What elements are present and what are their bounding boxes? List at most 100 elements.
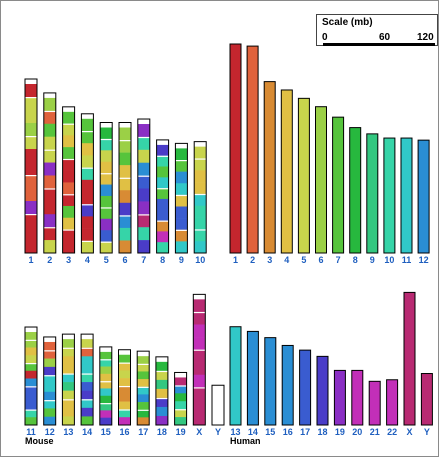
mouse-chromosome-18-gap [155, 397, 168, 400]
mouse-chromosome-6-band [119, 227, 131, 241]
mouse-label-10: 10 [195, 255, 205, 265]
mouse-chromosome-11-band [25, 355, 37, 364]
mouse-chromosome-18-band [155, 388, 168, 399]
mouse-chromosome-12-band [43, 383, 56, 393]
mouse-chromosome-19-band [174, 401, 187, 410]
mouse-chromosome-16-cap [118, 349, 131, 355]
human-label-14: 14 [248, 427, 258, 437]
mouse-chromosome-8-band [156, 155, 169, 167]
mouse-chromosome-13-band [62, 373, 75, 383]
mouse-chromosome-15-gap [99, 403, 112, 405]
human-label-6: 6 [318, 255, 323, 265]
human-chromosome-22 [386, 379, 399, 426]
mouse-chromosome-11 [24, 326, 38, 426]
mouse-chromosome-4-band [81, 167, 94, 181]
mouse-chromosome-14-band [81, 339, 94, 349]
mouse-chromosome-4-cap [81, 113, 94, 119]
mouse-label-12: 12 [45, 427, 55, 437]
mouse-chromosome-19-gap [174, 385, 187, 387]
human-chromosome-Y [420, 373, 433, 426]
human-label-8: 8 [353, 255, 358, 265]
mouse-chromosome-10-band [194, 158, 207, 171]
mouse-chromosome-13-cap [62, 334, 75, 340]
mouse-chromosome-9-band [175, 160, 188, 172]
mouse-chromosome-1-gap [25, 214, 37, 216]
mouse-chromosome-15-band [99, 366, 112, 375]
mouse-chromosome-3-band [62, 241, 75, 254]
mouse-chromosome-1-band [25, 240, 37, 254]
mouse-chromosome-12-band [43, 350, 56, 359]
mouse-chromosome-3-band [62, 217, 75, 230]
human-label-3: 3 [267, 255, 272, 265]
mouse-chromosome-2-band [43, 201, 56, 215]
mouse-chromosome-15-band [99, 351, 112, 360]
human-chromosome-3 [263, 81, 276, 254]
mouse-chromosome-10-cap [194, 141, 207, 147]
mouse-chromosome-4-band [81, 118, 94, 132]
mouse-chromosome-12-cap [43, 336, 56, 342]
mouse-chromosome-5-band [100, 241, 113, 254]
mouse-chromosome-12-band [43, 391, 56, 401]
mouse-chromosome-10-band [194, 170, 207, 183]
mouse-chromosome-X-gap [193, 311, 206, 314]
mouse-chromosome-14-cap [81, 334, 94, 340]
mouse-chromosome-6-gap [119, 215, 131, 217]
mouse-chromosome-16-gap [118, 385, 131, 388]
mouse-chromosome-8-cap [156, 139, 169, 145]
mouse-chromosome-1-band [25, 123, 37, 137]
mouse-chromosome-1-gap [25, 97, 37, 99]
mouse-chromosome-11-band [25, 332, 37, 341]
mouse-chromosome-8-band [156, 144, 169, 157]
mouse-chromosome-3-cap [62, 106, 75, 112]
mouse-chromosome-X-band [193, 337, 206, 350]
scale-legend: Scale (mb) 0 60 120 [316, 14, 438, 46]
mouse-chromosome-13-band [62, 347, 75, 357]
mouse-chromosome-17-band [137, 409, 150, 418]
mouse-chromosome-3-gap [62, 194, 75, 196]
mouse-chromosome-1-cap [25, 79, 37, 84]
mouse-chromosome-6-band [119, 127, 131, 141]
mouse-chromosome-19-band [174, 409, 187, 418]
mouse-chromosome-6-band [119, 240, 131, 254]
human-label-Y: Y [424, 427, 430, 437]
mouse-chromosome-17-gap [137, 409, 150, 411]
mouse-chromosome-13-band [62, 390, 75, 400]
mouse-chromosome-11-band [25, 409, 37, 418]
mouse-chromosome-X-band [193, 412, 206, 426]
mouse-chromosome-14-gap [81, 347, 94, 349]
mouse-chromosome-1-band [25, 162, 37, 176]
mouse-chromosome-2-cap [43, 92, 56, 98]
scale-tick-60: 60 [379, 32, 391, 43]
mouse-chromosome-5-band [100, 173, 113, 185]
mouse-chromosome-2-band [43, 240, 56, 254]
mouse-chromosome-11-cap [25, 327, 37, 333]
mouse-chromosome-17-band [137, 363, 150, 372]
mouse-chromosome-17-band [137, 394, 150, 403]
mouse-label-15: 15 [101, 427, 111, 437]
mouse-label-9: 9 [179, 255, 184, 265]
mouse-chromosome-3-band [62, 182, 75, 195]
mouse-chromosome-1-band [25, 227, 37, 241]
mouse-chromosome-13 [61, 333, 75, 426]
mouse-chromosome-14-band [81, 390, 94, 400]
human-chromosome-16 [281, 344, 294, 426]
mouse-chromosome-7-band [137, 136, 150, 151]
mouse-chromosome-9-gap [175, 229, 188, 231]
human-label-22: 22 [387, 427, 397, 437]
mouse-chromosome-5-band [100, 184, 113, 197]
mouse-chromosome-14-gap [81, 399, 94, 401]
mouse-chromosome-9-band [175, 241, 188, 254]
mouse-label-18: 18 [157, 427, 167, 437]
mouse-chromosome-X-band [193, 299, 206, 313]
mouse-chromosome-11-gap [25, 409, 37, 411]
human-chromosome-7 [332, 116, 345, 254]
mouse-chromosome-5-band [100, 195, 113, 208]
mouse-chromosome-8-band [156, 209, 169, 221]
human-chromosome-20 [351, 369, 364, 426]
mouse-chromosome-13-band [62, 339, 75, 349]
mouse-chromosome-12-band [43, 416, 56, 426]
mouse-label-8: 8 [160, 255, 165, 265]
human-label-18: 18 [317, 427, 327, 437]
mouse-chromosome-17-band [137, 356, 150, 365]
human-chromosome-13 [229, 326, 242, 426]
